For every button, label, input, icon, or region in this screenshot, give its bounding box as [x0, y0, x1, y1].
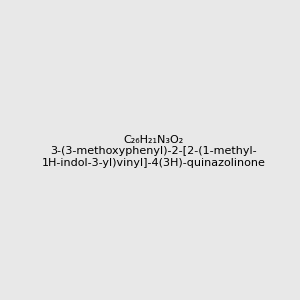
Text: C₂₆H₂₁N₃O₂
3-(3-methoxyphenyl)-2-[2-(1-methyl-
1H-indol-3-yl)vinyl]-4(3H)-quinaz: C₂₆H₂₁N₃O₂ 3-(3-methoxyphenyl)-2-[2-(1-m… — [42, 135, 266, 168]
